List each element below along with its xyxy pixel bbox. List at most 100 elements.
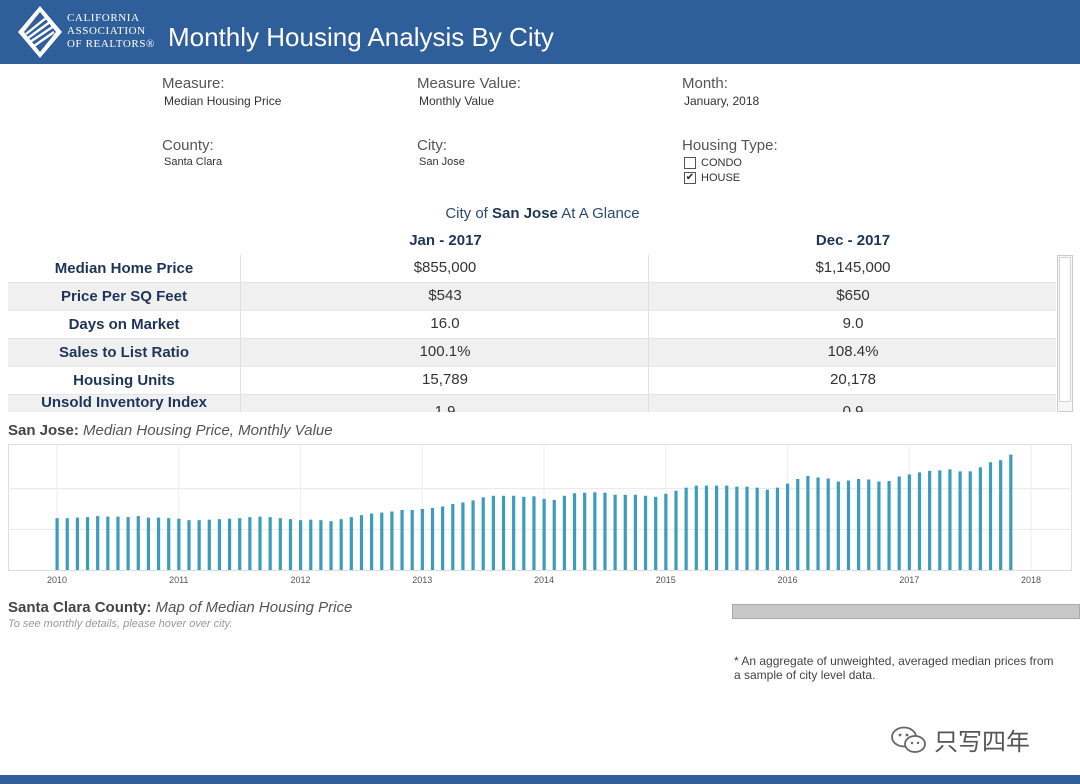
county-filter[interactable]: County: Santa Clara	[162, 137, 222, 168]
chart-bar[interactable]	[745, 486, 749, 570]
chart-bar[interactable]	[786, 483, 790, 570]
measure-value-value[interactable]: Monthly Value	[419, 94, 495, 108]
chart-bar[interactable]	[217, 519, 222, 570]
measure-value[interactable]: Median Housing Price	[164, 94, 282, 108]
chart-bar[interactable]	[704, 485, 709, 570]
chart-bar[interactable]	[877, 481, 881, 570]
chart-bar[interactable]	[654, 496, 658, 570]
chart-bar[interactable]	[197, 520, 201, 570]
chart-bar[interactable]	[65, 518, 69, 570]
chart-bar[interactable]	[501, 495, 506, 570]
chart-bar[interactable]	[156, 517, 161, 570]
chart-bar[interactable]	[643, 495, 648, 570]
chart-bar[interactable]	[928, 470, 932, 571]
chart-bar[interactable]	[938, 470, 942, 570]
chart-bar[interactable]	[826, 478, 830, 571]
chart-bar[interactable]	[268, 517, 272, 570]
chart-bar[interactable]	[694, 485, 698, 570]
chart-bar[interactable]	[552, 499, 556, 570]
city-value[interactable]: San Jose	[419, 156, 465, 168]
table-scrollbar[interactable]	[1057, 255, 1073, 412]
chart-bar[interactable]	[623, 494, 627, 570]
chart-bar[interactable]	[684, 487, 688, 570]
chart-bar[interactable]	[512, 495, 516, 570]
chart-bar[interactable]	[867, 479, 871, 570]
chart-bar[interactable]	[725, 485, 729, 570]
chart-bar[interactable]	[1009, 454, 1013, 570]
chart-bar[interactable]	[451, 503, 455, 570]
chart-bar[interactable]	[796, 479, 800, 570]
chart-bar[interactable]	[461, 502, 465, 570]
chart-bar[interactable]	[380, 512, 384, 570]
chart-bar[interactable]	[227, 518, 232, 570]
house-checkbox[interactable]: ✔	[684, 172, 696, 184]
chart-bar[interactable]	[288, 519, 293, 570]
chart-bar[interactable]	[816, 477, 820, 570]
city-filter[interactable]: City: San Jose	[417, 137, 465, 168]
chart-bar[interactable]	[735, 486, 739, 570]
chart-bar[interactable]	[116, 516, 120, 571]
chart-bar[interactable]	[836, 481, 840, 570]
chart-bar[interactable]	[359, 515, 364, 570]
chart-bar[interactable]	[441, 506, 445, 570]
chart-bar[interactable]	[542, 498, 546, 570]
county-value[interactable]: Santa Clara	[164, 156, 223, 168]
measure-filter[interactable]: Measure: Median Housing Price	[162, 75, 281, 108]
chart-bar[interactable]	[329, 521, 333, 570]
chart-bar[interactable]	[75, 517, 79, 570]
chart-bar[interactable]	[958, 471, 962, 570]
chart-bar[interactable]	[177, 518, 181, 570]
chart-bar[interactable]	[167, 518, 171, 570]
table-scrollbar-thumb[interactable]	[1059, 257, 1071, 402]
chart-bar[interactable]	[572, 493, 577, 570]
chart-bar[interactable]	[299, 520, 303, 570]
chart-bar[interactable]	[238, 518, 242, 570]
condo-option[interactable]: CONDO	[684, 157, 778, 169]
chart-bar[interactable]	[339, 519, 343, 570]
house-option[interactable]: ✔ HOUSE	[684, 172, 778, 184]
chart-bar[interactable]	[136, 516, 140, 570]
chart-bar[interactable]	[999, 460, 1003, 570]
chart-bar[interactable]	[96, 516, 100, 570]
chart-bar[interactable]	[978, 467, 982, 570]
chart-bar[interactable]	[806, 475, 810, 570]
month-value[interactable]: January, 2018	[684, 94, 760, 108]
chart-bar[interactable]	[258, 516, 262, 571]
chart-bar[interactable]	[187, 520, 191, 570]
chart-bar[interactable]	[846, 480, 851, 570]
chart-bar[interactable]	[887, 481, 891, 570]
chart-bar[interactable]	[532, 496, 536, 570]
chart-bar[interactable]	[146, 517, 151, 570]
chart-bar[interactable]	[633, 494, 638, 570]
chart-bar[interactable]	[390, 511, 394, 570]
chart-bar[interactable]	[593, 492, 597, 570]
chart-bar[interactable]	[349, 517, 353, 570]
chart-bar[interactable]	[471, 500, 475, 570]
chart-bar[interactable]	[278, 518, 282, 570]
chart-bar[interactable]	[907, 474, 911, 570]
chart-bar[interactable]	[917, 472, 922, 570]
chart-bar[interactable]	[481, 497, 485, 570]
chart-bar[interactable]	[714, 485, 719, 570]
chart-bar[interactable]	[775, 487, 780, 570]
chart-bar[interactable]	[613, 494, 617, 570]
chart-bar[interactable]	[948, 469, 952, 570]
chart-bar[interactable]	[491, 495, 495, 570]
chart-bar[interactable]	[400, 510, 404, 570]
chart-bar[interactable]	[562, 495, 566, 570]
chart-bar[interactable]	[309, 519, 313, 570]
chart-bar[interactable]	[248, 517, 252, 570]
chart-bar[interactable]	[755, 487, 759, 570]
chart-bar[interactable]	[207, 519, 211, 570]
chart-bar[interactable]	[410, 510, 414, 570]
chart-bar[interactable]	[522, 496, 526, 570]
chart-bar[interactable]	[126, 517, 130, 570]
chart-bar[interactable]	[319, 520, 323, 570]
condo-checkbox[interactable]	[684, 157, 696, 169]
chart-bar[interactable]	[55, 518, 59, 570]
measure-value-filter[interactable]: Measure Value: Monthly Value	[417, 75, 521, 108]
chart-bar[interactable]	[968, 471, 972, 570]
chart-bar[interactable]	[420, 509, 424, 570]
chart-bar[interactable]	[988, 462, 993, 570]
chart-bar[interactable]	[857, 479, 861, 570]
